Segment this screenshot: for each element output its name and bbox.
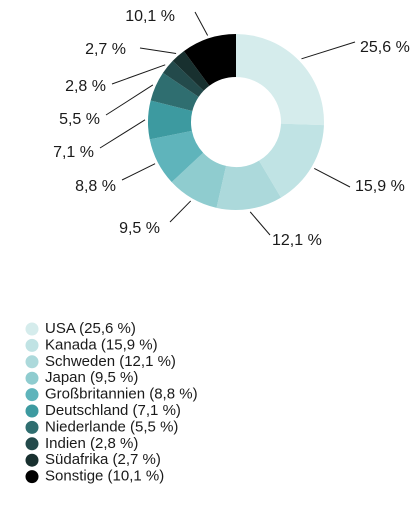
slice: [236, 34, 325, 126]
legend-label: USA (25,6 %): [45, 320, 136, 337]
data-label: 8,8 %: [75, 178, 116, 195]
legend-label: Kanada (15,9 %): [45, 336, 158, 353]
legend-swatch: [25, 388, 39, 402]
legend-label: Japan (9,5 %): [45, 369, 138, 386]
legend-label: Südafrika (2,7 %): [45, 451, 161, 468]
legend-swatch: [25, 338, 39, 352]
legend-swatch: [25, 453, 39, 467]
data-label: 2,8 %: [65, 78, 106, 95]
data-label: 2,7 %: [85, 41, 126, 58]
legend-label: Niederlande (5,5 %): [45, 418, 178, 435]
leader-line: [169, 200, 192, 223]
slice: [148, 100, 193, 140]
slice: [171, 152, 227, 208]
leader-line: [111, 64, 166, 85]
legend-swatch: [25, 420, 39, 434]
slice: [259, 123, 324, 198]
data-label: 7,1 %: [53, 144, 94, 161]
legend-label: Indien (2,8 %): [45, 435, 138, 452]
slice: [149, 130, 204, 183]
leader-line: [194, 11, 209, 36]
data-label: 25,6 %: [360, 39, 410, 56]
legend-label: Großbritannien (8,8 %): [45, 386, 198, 403]
slice: [172, 51, 210, 91]
legend-swatch: [25, 322, 39, 336]
leader-line: [314, 167, 351, 188]
data-label: 12,1 %: [272, 232, 322, 249]
legend-swatch: [25, 371, 39, 385]
legend-swatch: [25, 437, 39, 451]
data-label: 10,1 %: [125, 8, 175, 25]
leader-line: [139, 47, 177, 55]
leader-line: [99, 119, 146, 149]
leader-line: [249, 211, 271, 236]
legend-label: Deutschland (7,1 %): [45, 402, 181, 419]
data-label: 9,5 %: [119, 220, 160, 237]
slice: [183, 34, 236, 86]
data-label: 5,5 %: [59, 111, 100, 128]
slice: [150, 72, 199, 112]
legend-swatch: [25, 355, 39, 369]
leader-line: [301, 41, 356, 60]
leader-line: [121, 163, 156, 181]
legend-swatch: [25, 404, 39, 418]
slice: [216, 160, 281, 210]
leader-line: [105, 84, 154, 116]
legend-label: Sonstige (10,1 %): [45, 468, 164, 485]
legend-swatch: [25, 470, 39, 484]
data-label: 15,9 %: [355, 178, 405, 195]
legend-label: Schweden (12,1 %): [45, 353, 176, 370]
slice: [162, 60, 204, 97]
